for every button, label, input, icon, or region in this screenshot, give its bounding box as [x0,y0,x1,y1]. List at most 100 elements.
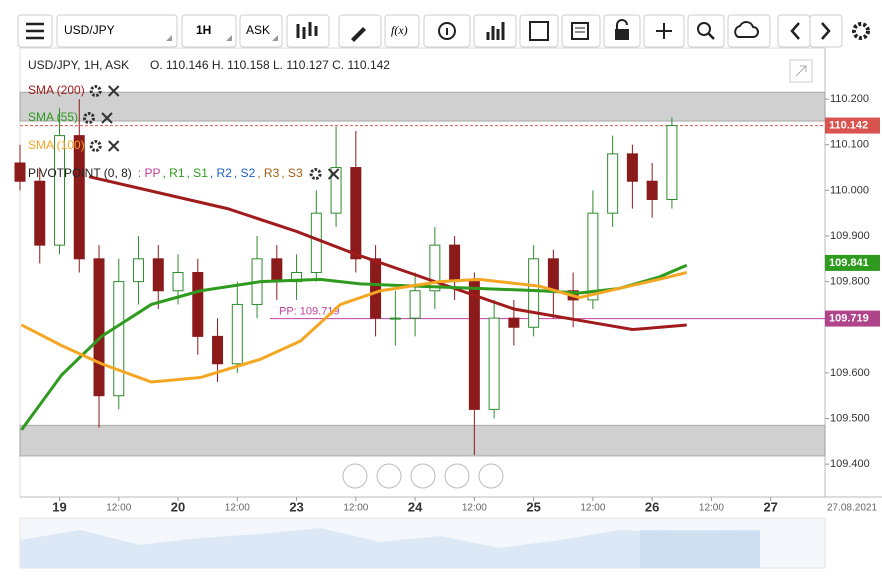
candle-body [231,303,243,365]
navigator [19,517,826,569]
x-tick-label: 24 [408,499,423,514]
indicator-remove[interactable] [107,140,120,152]
x-tick-label: 12:00 [580,503,605,514]
menu-button[interactable] [17,14,53,48]
x-tick-label: 19 [52,499,66,514]
indicator-name: PIVOTPOINT (0, 8) [28,166,132,180]
next-button[interactable] [809,14,843,48]
x-tick-label: 12:00 [462,503,487,514]
price-tag-label: 109.719 [829,312,869,324]
timeframe: 1H [196,23,211,37]
y-tick-label: 110.000 [830,184,869,196]
price-tag-label: 109.841 [829,257,869,269]
symbol-select[interactable]: USD/JPY [56,14,178,48]
x-tick-label: 23 [289,499,303,514]
candle-body [389,317,401,320]
draw-button[interactable] [338,14,382,48]
candle-body [192,272,204,337]
indicator-settings[interactable] [89,140,102,152]
candle-body [488,317,500,410]
x-tick-label: 12:00 [106,503,131,514]
indicator-name: SMA (55) [28,110,78,124]
candle-body [528,258,540,328]
candle-body [666,125,678,200]
calendar-button[interactable] [519,14,559,48]
pivot-level: , S1 [187,166,209,180]
reset[interactable] [410,463,436,489]
x-tick-label: 20 [171,499,185,514]
candle-body [468,281,480,410]
volume-button[interactable] [473,14,517,48]
indicator-settings[interactable] [89,85,102,97]
candle-body [73,135,85,260]
y-tick-label: 109.900 [830,230,870,242]
y-tick-label: 110.200 [830,93,869,105]
candle-body [607,153,619,214]
x-tick-label: 25 [526,499,540,514]
indicator-remove[interactable] [101,112,113,124]
candle-body [646,180,658,200]
y-tick-label: 109.400 [830,458,870,470]
candle-body [330,167,342,214]
expand-button[interactable] [789,59,813,83]
indicator-remove[interactable] [327,168,340,180]
price-tag-label: 110.142 [829,119,868,131]
x-tick-label: 12:00 [343,503,368,514]
price-type: ASK [246,23,270,37]
candle-body [152,258,164,292]
lock-button[interactable] [603,14,641,48]
crosshair-button[interactable] [643,14,685,48]
y-tick-label: 109.600 [830,367,870,379]
pivot-level: , R2 [210,166,232,180]
candle-body [34,180,46,246]
candle-body [350,167,362,260]
pivot-level: : PP [138,166,161,180]
info-button[interactable] [423,14,471,48]
candle-body [54,135,66,246]
candle-body [172,272,184,292]
indicator-settings[interactable] [83,112,96,124]
timeframe-select[interactable]: 1H [181,14,237,48]
candle-body [508,317,520,328]
y-tick-label: 109.800 [830,276,870,288]
scroll-right[interactable] [478,463,504,489]
candle-body [409,290,421,319]
upload-button[interactable] [727,14,771,48]
candle-body [310,212,322,273]
indicator-settings[interactable] [309,168,322,180]
candle-body [370,258,382,319]
zoom-out[interactable] [376,463,402,489]
chart-type-button[interactable] [286,14,330,48]
candle-body [113,281,125,397]
function-button[interactable]: f(x) [384,14,420,48]
candle-body [626,153,638,182]
candle-body [587,212,599,301]
candle-body [212,335,224,365]
price-tag [825,310,880,327]
pivot-level: , S3 [281,166,303,180]
scroll-left[interactable] [342,463,368,489]
price-type-select[interactable]: ASK [239,14,283,48]
candle-body [133,258,145,283]
x-tick-label: 27 [763,499,777,514]
prev-button[interactable] [777,14,811,48]
price-tag [825,254,880,271]
y-tick-label: 109.500 [830,412,870,424]
nav-controls [342,463,504,489]
legend: USD/JPY, 1H, ASK O. 110.146 H. 110.158 L.… [28,58,390,180]
settings-button[interactable] [852,22,870,40]
zoom-button[interactable] [687,14,725,48]
candle-body [93,258,105,397]
plot-layer: 110.200 110.100 110.000 109.900 109.800 109.6… [14,91,880,514]
indicator-remove[interactable] [107,85,120,97]
x-tick-label: 12:00 [699,503,724,514]
legend-ohlc: O. 110.146 H. 110.158 L. 110.127 C. 110.… [150,58,390,72]
news-button[interactable] [561,14,601,48]
candle-body [14,162,26,182]
candle-body [429,244,441,292]
zoom-in[interactable] [444,463,470,489]
price-tag [825,117,880,134]
pivot-level: , S2 [234,166,256,180]
sma-line [20,271,688,384]
